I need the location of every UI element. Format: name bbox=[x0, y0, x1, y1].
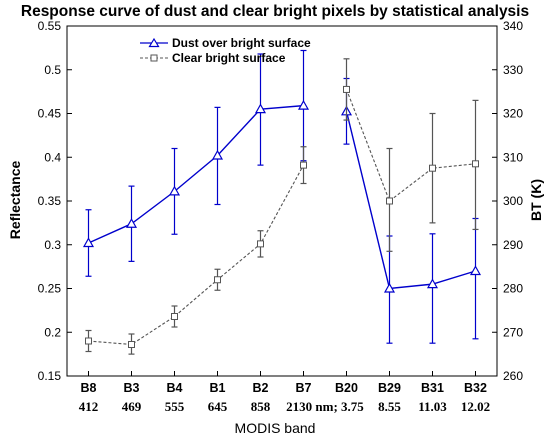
data-point bbox=[168, 185, 181, 196]
left-tick-label: 0.35 bbox=[38, 194, 62, 208]
data-point bbox=[85, 337, 92, 345]
category-label: B7 bbox=[296, 381, 312, 395]
legend-label-dust: Dust over bright surface bbox=[172, 36, 311, 50]
series-line-0 bbox=[345, 111, 476, 290]
wavelength-label: 469 bbox=[122, 399, 142, 414]
left-tick-label: 0.4 bbox=[44, 150, 61, 164]
chart-title: Response curve of dust and clear bright … bbox=[21, 3, 529, 20]
left-tick-label: 0.45 bbox=[38, 107, 62, 121]
category-label: B32 bbox=[464, 381, 487, 395]
left-tick-label: 0.15 bbox=[38, 369, 62, 383]
data-point bbox=[469, 265, 482, 276]
left-tick-label: 0.55 bbox=[38, 19, 62, 33]
x-axis-categories: B8 B3 B4 B1 B2 B7 B20 B29 B31 B32 412 469 555 645 858 2… bbox=[79, 371, 490, 414]
legend-marker-dust bbox=[148, 37, 160, 48]
right-tick-label: 340 bbox=[503, 19, 523, 33]
data-point bbox=[383, 282, 396, 293]
data-point bbox=[171, 313, 178, 320]
data-point bbox=[214, 276, 221, 284]
category-label: B29 bbox=[378, 381, 401, 395]
right-tick-label: 290 bbox=[503, 238, 523, 252]
right-tick-label: 310 bbox=[503, 150, 523, 164]
right-tick-label: 270 bbox=[503, 325, 523, 339]
wavelength-label: 11.03 bbox=[418, 399, 447, 414]
category-label: B8 bbox=[81, 381, 97, 395]
series-layer bbox=[82, 49, 482, 355]
series-line-1 bbox=[345, 89, 476, 202]
wavelength-label: 12.02 bbox=[461, 399, 490, 414]
left-tick-label: 0.3 bbox=[44, 238, 61, 252]
right-tick-label: 300 bbox=[503, 194, 523, 208]
wavelength-label: 555 bbox=[165, 399, 185, 414]
y-axis-label: Reflectance bbox=[7, 160, 23, 239]
data-point bbox=[254, 103, 267, 114]
left-tick-label: 0.2 bbox=[44, 325, 61, 339]
right-tick-label: 280 bbox=[503, 282, 523, 296]
right-tick-label: 320 bbox=[503, 107, 523, 121]
data-point bbox=[257, 240, 264, 248]
x-axis-label: MODIS band bbox=[235, 420, 316, 436]
left-tick-label: 0.5 bbox=[44, 63, 61, 77]
data-point bbox=[429, 164, 436, 172]
data-point bbox=[386, 197, 393, 205]
category-label: B4 bbox=[167, 381, 183, 395]
data-point bbox=[472, 160, 479, 168]
wavelength-label: 645 bbox=[208, 399, 228, 414]
left-axis-ticks: 0.15 0.2 0.25 0.3 0.35 0.4 0.45 0.5 0.55 bbox=[38, 19, 72, 383]
right-tick-label: 330 bbox=[503, 63, 523, 77]
left-tick-label: 0.25 bbox=[38, 282, 62, 296]
wavelength-label: 8.55 bbox=[378, 399, 401, 414]
category-label: B20 bbox=[335, 381, 358, 395]
data-point bbox=[82, 237, 95, 248]
category-label: B3 bbox=[124, 381, 140, 395]
right-axis-ticks: 260 270 280 290 300 310 320 330 340 bbox=[492, 19, 523, 383]
data-point bbox=[125, 218, 138, 228]
data-point bbox=[300, 161, 307, 169]
data-point bbox=[426, 278, 439, 289]
data-point bbox=[297, 99, 310, 110]
wavelength-label: 858 bbox=[251, 399, 271, 414]
wavelength-label: 412 bbox=[79, 399, 99, 414]
data-point bbox=[343, 85, 350, 93]
wavelength-label: 2130 nm; 3.75 bbox=[286, 399, 364, 414]
right-tick-label: 260 bbox=[503, 369, 523, 383]
series-line-0 bbox=[88, 104, 304, 244]
category-label: B1 bbox=[210, 381, 226, 395]
y2-axis-label: BT (K) bbox=[528, 179, 544, 221]
data-point bbox=[211, 149, 224, 160]
category-label: B2 bbox=[253, 381, 269, 395]
legend: Dust over bright surface Clear bright su… bbox=[140, 36, 311, 65]
legend-marker-clear bbox=[150, 54, 158, 62]
legend-label-clear: Clear bright surface bbox=[172, 51, 286, 65]
category-label: B31 bbox=[421, 381, 444, 395]
data-point bbox=[128, 341, 135, 348]
series-line-1 bbox=[88, 164, 304, 346]
